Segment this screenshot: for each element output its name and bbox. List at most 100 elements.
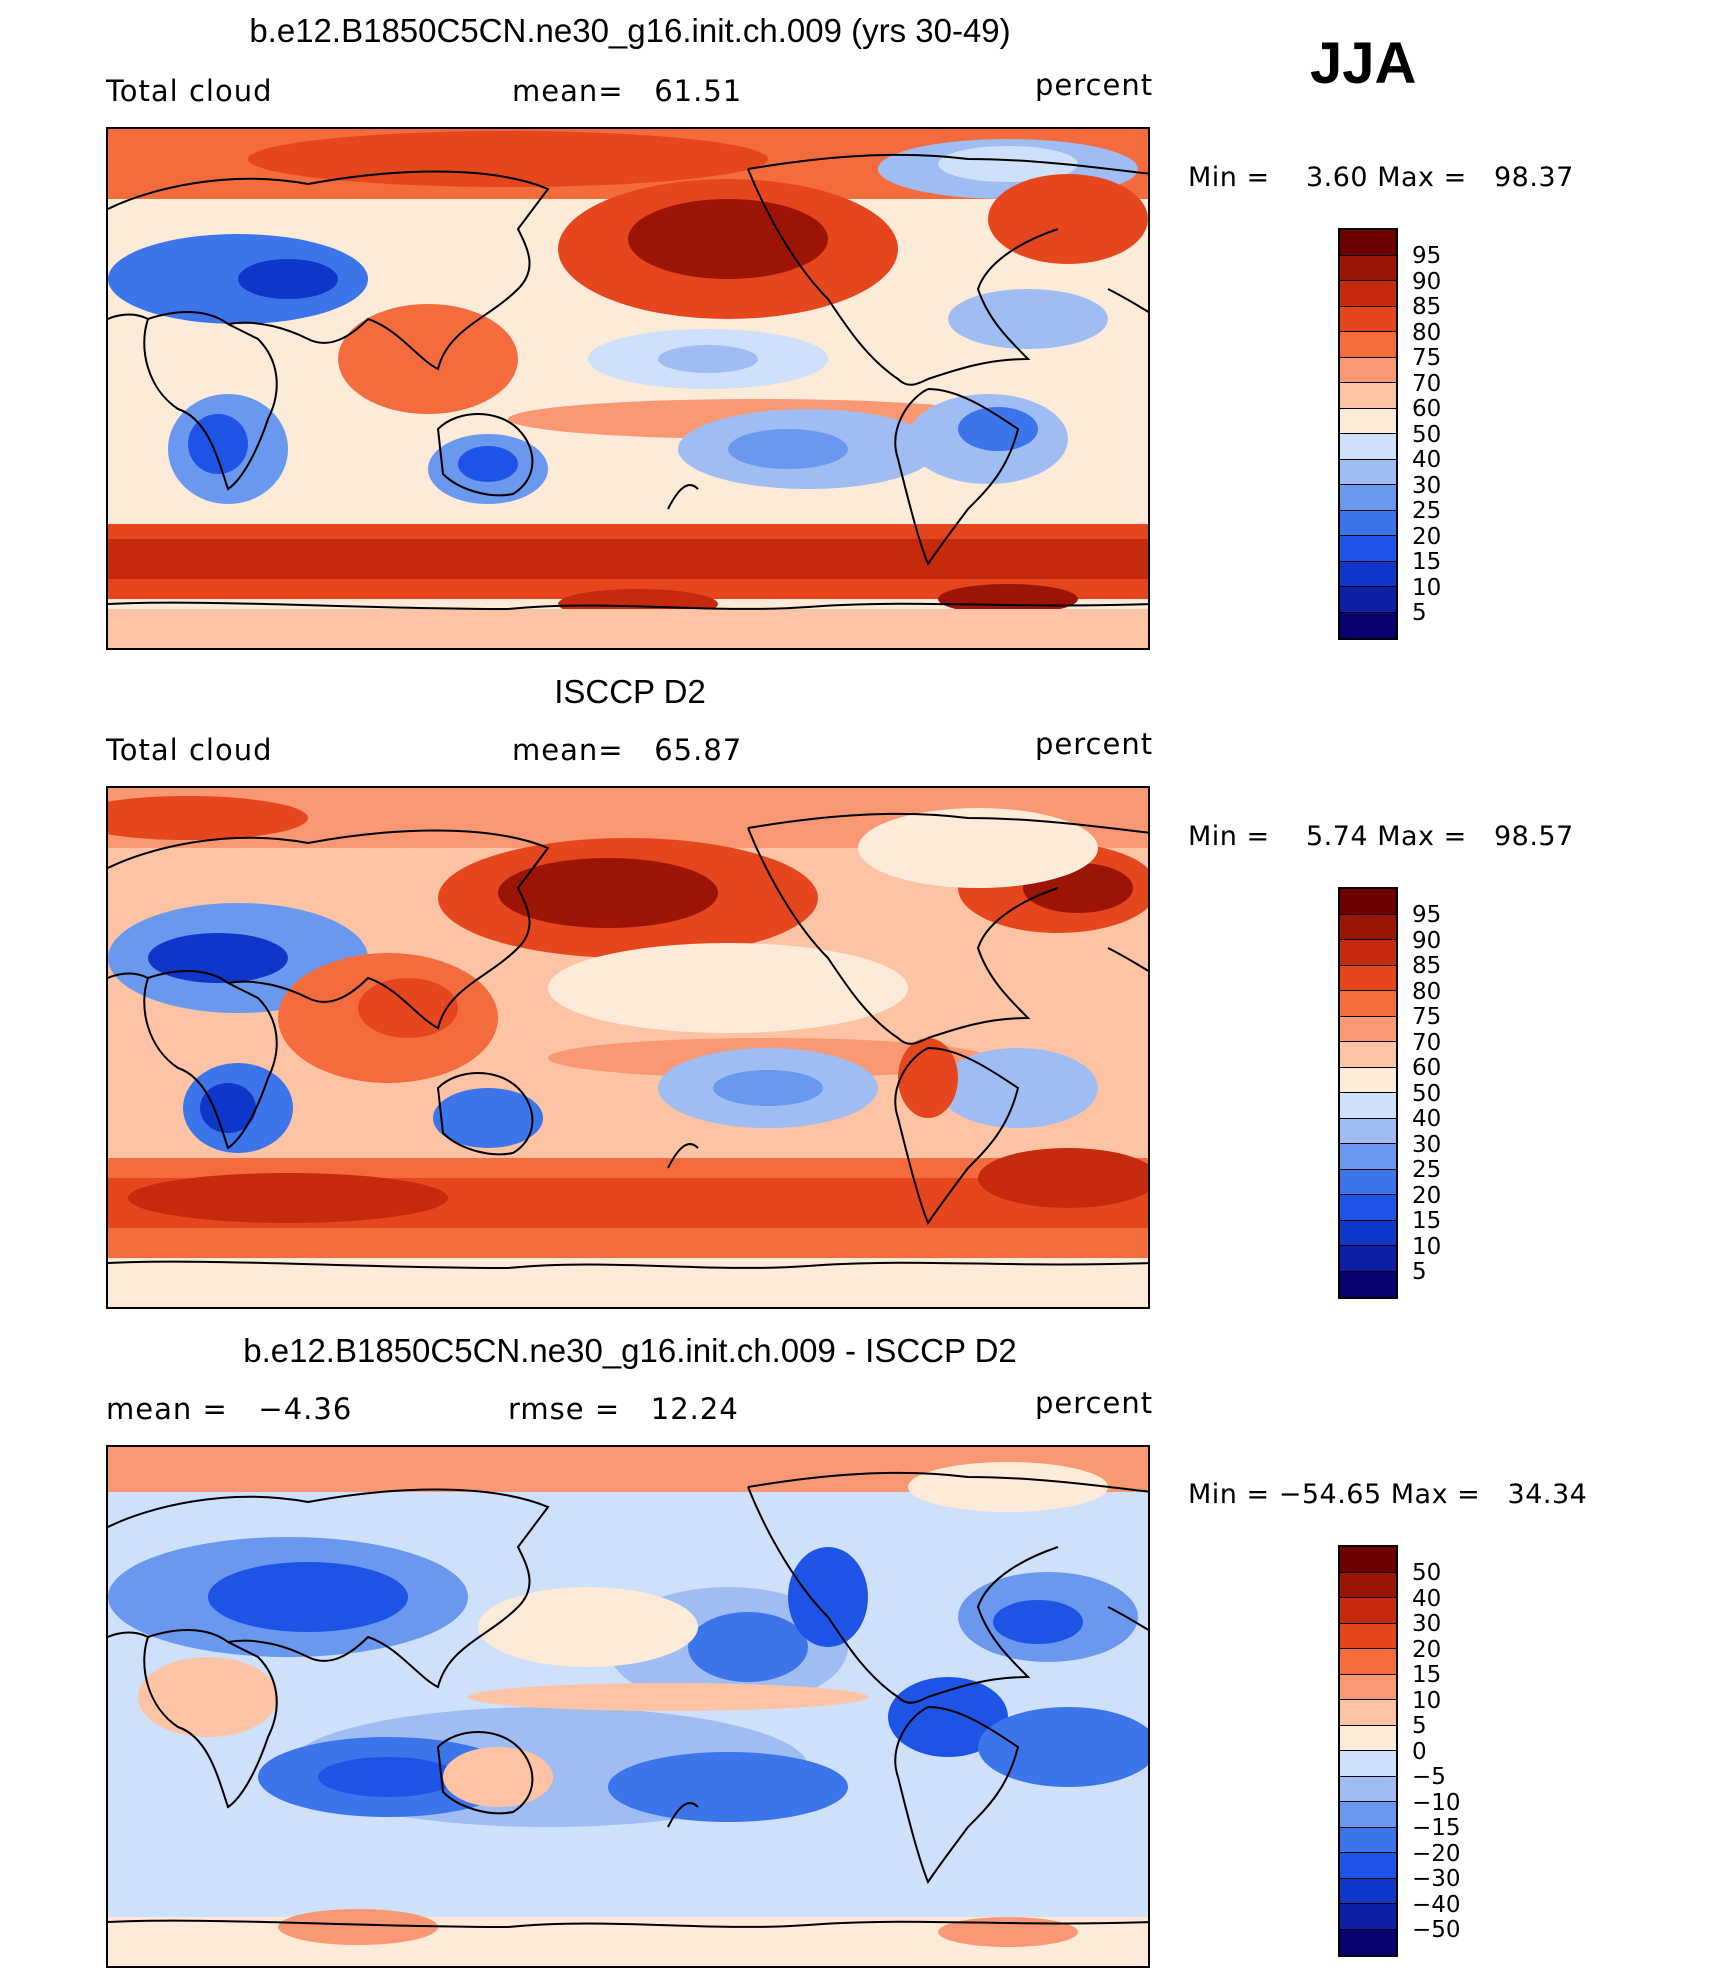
colorbar-swatch — [1340, 1725, 1396, 1751]
colorbar-tick-label: 40 — [1412, 1585, 1442, 1612]
colorbar-tick-label: −40 — [1412, 1891, 1461, 1918]
colorbar-tick-label: 10 — [1412, 1687, 1442, 1714]
panel-1-variable-label: Total cloud — [106, 74, 273, 108]
colorbar-tick-label: 0 — [1412, 1738, 1427, 1765]
colorbar-tick-label: 90 — [1412, 268, 1442, 295]
colorbar-tick-label: 70 — [1412, 370, 1442, 397]
colorbar-swatch — [1340, 1929, 1396, 1955]
colorbar-tick-label: 85 — [1412, 294, 1442, 320]
colorbar-swatch — [1340, 510, 1396, 536]
season-label: JJA — [1310, 31, 1417, 96]
colorbar-swatch — [1340, 1904, 1396, 1930]
colorbar-swatch — [1340, 1067, 1396, 1093]
colorbar-swatch — [1340, 357, 1396, 383]
panel-1-coastlines — [108, 153, 1148, 611]
colorbar-swatch — [1340, 408, 1396, 434]
colorbar-swatch — [1340, 561, 1396, 587]
colorbar-swatch — [1340, 1093, 1396, 1119]
colorbar-tick-label: 5 — [1412, 600, 1427, 626]
colorbar-swatch — [1340, 1144, 1396, 1170]
colorbar-tick-label: 75 — [1412, 345, 1442, 371]
colorbar-swatch — [1340, 1220, 1396, 1246]
colorbar-tick-label: 40 — [1412, 447, 1442, 473]
panel-1-max-value: 98.37 — [1493, 162, 1574, 193]
colorbar-swatch — [1340, 1751, 1396, 1777]
colorbar-tick-label: 80 — [1412, 978, 1442, 1005]
panel-1-max-label: Max = — [1377, 162, 1467, 193]
colorbar-swatch — [1340, 1598, 1396, 1624]
panel-1-min-label: Min = — [1188, 162, 1270, 193]
colorbar-tick-label: −20 — [1412, 1840, 1461, 1867]
panel-3-units-label: percent — [1035, 1386, 1154, 1420]
panel-2-coastlines — [108, 812, 1148, 1270]
colorbar-tick-label: 80 — [1412, 319, 1442, 346]
panel-1-map — [106, 127, 1150, 650]
colorbar-tick-label: 40 — [1412, 1106, 1442, 1132]
colorbar-tick-label: 85 — [1412, 953, 1442, 979]
colorbar-swatch — [1340, 459, 1396, 485]
colorbar-swatch — [1340, 536, 1396, 562]
colorbar-tick-label: 95 — [1412, 902, 1442, 928]
panel-2-max-label: Max = — [1377, 821, 1467, 852]
colorbar-swatch — [1340, 889, 1396, 915]
colorbar-tick-label: −30 — [1412, 1866, 1461, 1892]
panel-2-mean-label: mean= 65.87 — [512, 733, 743, 767]
colorbar-tick-label: 15 — [1412, 549, 1442, 575]
colorbar-tick-label: 10 — [1412, 1233, 1442, 1260]
colorbar-tick-label: 10 — [1412, 574, 1442, 601]
colorbar-swatch — [1340, 281, 1396, 307]
panel-2-variable-label: Total cloud — [106, 733, 273, 767]
colorbar-swatch — [1340, 1547, 1396, 1573]
colorbar-swatch — [1340, 1802, 1396, 1828]
colorbar-tick-label: 25 — [1412, 498, 1442, 524]
colorbar-tick-label: 75 — [1412, 1004, 1442, 1030]
colorbar-swatch — [1340, 1623, 1396, 1649]
colorbar-swatch — [1340, 1776, 1396, 1802]
colorbar-swatch — [1340, 1700, 1396, 1726]
panel-2-min-label: Min = — [1188, 821, 1270, 852]
colorbar-tick-label: 30 — [1412, 1611, 1442, 1637]
colorbar-swatch — [1340, 1878, 1396, 1904]
panel-3-rmse-label: rmse = 12.24 — [508, 1392, 739, 1426]
colorbar-swatch — [1340, 1246, 1396, 1272]
panel-1-mean-label: mean= 61.51 — [512, 74, 743, 108]
colorbar-tick-label: 90 — [1412, 927, 1442, 954]
colorbar-tick-label: 20 — [1412, 1182, 1442, 1209]
panel-2-map — [106, 786, 1150, 1309]
panel-3-mean-label: mean = −4.36 — [106, 1392, 353, 1426]
colorbar-tick-label: −50 — [1412, 1917, 1461, 1943]
colorbar-swatch — [1340, 306, 1396, 332]
colorbar-swatch — [1340, 940, 1396, 966]
panel-3-colorbar — [1338, 1545, 1398, 1957]
colorbar-tick-label: −10 — [1412, 1789, 1461, 1816]
panel-2-min-value: 5.74 — [1305, 821, 1369, 852]
colorbar-tick-label: 30 — [1412, 1131, 1442, 1158]
panel-1-map-plot — [108, 129, 1148, 648]
panel-2-colorbar — [1338, 887, 1398, 1299]
panel-3-max-value: 34.34 — [1507, 1479, 1588, 1510]
panel-3-min-value: −54.65 — [1278, 1479, 1382, 1510]
colorbar-tick-label: 50 — [1412, 1560, 1442, 1586]
panel-1-units-label: percent — [1035, 68, 1154, 102]
colorbar-swatch — [1340, 230, 1396, 256]
colorbar-tick-label: 50 — [1412, 421, 1442, 448]
panel-1-min-value: 3.60 — [1305, 162, 1369, 193]
panel-1-title: b.e12.B1850C5CN.ne30_g16.init.ch.009 (yr… — [249, 12, 1011, 49]
colorbar-tick-label: 30 — [1412, 472, 1442, 499]
colorbar-swatch — [1340, 1195, 1396, 1221]
colorbar-tick-label: −5 — [1412, 1764, 1446, 1790]
colorbar-tick-label: −15 — [1412, 1815, 1461, 1841]
colorbar-swatch — [1340, 914, 1396, 940]
colorbar-swatch — [1340, 1271, 1396, 1297]
panel-2-max-value: 98.57 — [1493, 821, 1574, 852]
colorbar-swatch — [1340, 485, 1396, 511]
colorbar-swatch — [1340, 434, 1396, 460]
colorbar-swatch — [1340, 1853, 1396, 1879]
colorbar-swatch — [1340, 255, 1396, 281]
panel-3-map — [106, 1445, 1150, 1968]
colorbar-tick-label: 15 — [1412, 1662, 1442, 1688]
colorbar-swatch — [1340, 1674, 1396, 1700]
colorbar-swatch — [1340, 1827, 1396, 1853]
panel-3-minmax: Min = −54.65 Max = 34.34 — [1188, 1479, 1587, 1510]
panel-3-coastlines — [108, 1471, 1148, 1929]
